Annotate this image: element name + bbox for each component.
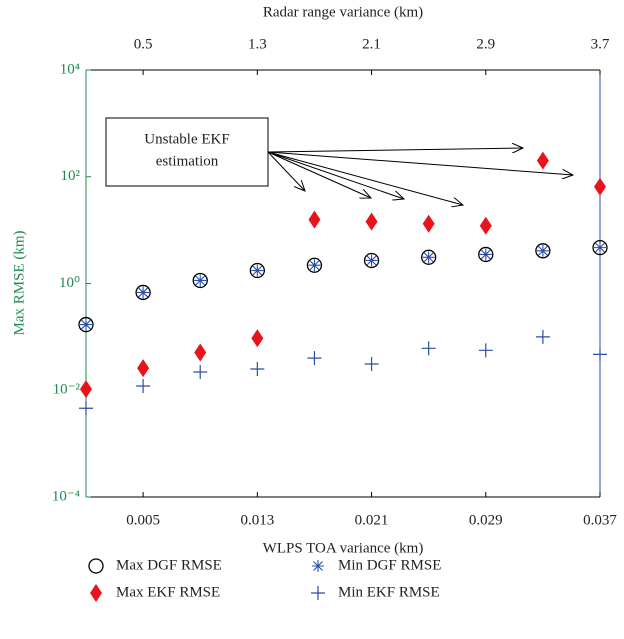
marker-plus [250,362,265,377]
marker-plus [478,343,493,358]
annotation-text: Unstable EKF [144,131,229,147]
arrow [267,151,404,199]
marker-diamond [479,216,492,235]
marker-star [479,248,492,261]
marker-star [422,251,435,264]
marker-plus [421,341,436,356]
y-tick-label: 10² [61,168,81,184]
marker-diamond [194,343,207,362]
x2-tick-label: 3.7 [591,36,610,52]
marker-circle [78,316,94,333]
marker-plus [136,379,151,394]
legend-label: Max DGF RMSE [116,557,222,573]
arrow [267,151,371,198]
marker-diamond [308,210,321,229]
y-tick-label: 10⁻⁴ [52,488,80,504]
x-axis-label: WLPS TOA variance (km) [263,540,424,556]
y-tick-label: 10⁻² [53,382,81,398]
marker-diamond [594,177,606,196]
marker-plus [79,401,93,416]
series [78,239,608,333]
marker-circle [535,243,551,259]
marker-diamond [80,380,92,399]
series [80,241,606,331]
marker-plus [311,586,325,600]
x-tick-label: 0.029 [469,512,503,528]
y-tick-label: 10⁴ [60,61,80,77]
x2-axis-label: Radar range variance (km) [263,4,423,20]
marker-circle [249,262,265,279]
marker-plus [364,357,379,372]
marker-star [80,318,92,331]
x2-tick-label: 2.1 [362,36,381,52]
marker-diamond [365,212,378,231]
marker-circle [421,249,437,265]
marker-circle [363,252,380,269]
annotation-box [105,117,269,187]
y-tick-label: 10⁰ [59,275,80,291]
marker-diamond [422,214,435,233]
marker-circle [192,272,208,289]
marker-star [594,241,606,254]
arrow [267,151,573,175]
marker-star [308,259,321,272]
marker-circle [306,257,323,273]
marker-star [312,560,324,572]
marker-star [137,286,150,299]
marker-circle [478,246,494,263]
arrow [267,151,463,205]
legend-label: Min EKF RMSE [338,584,440,600]
marker-diamond [251,329,264,348]
marker-circle [135,284,151,301]
marker-diamond [536,151,549,170]
y-axis-label: Max RMSE (km) [11,230,27,335]
x2-tick-label: 1.3 [248,36,267,52]
marker-circle [592,239,608,256]
marker-star [251,264,264,277]
marker-diamond [90,584,102,602]
x2-tick-label: 2.9 [476,36,495,52]
x-tick-label: 0.005 [126,512,160,528]
arrow [267,148,523,152]
marker-star [194,274,207,287]
annotation-arrows [267,148,573,205]
x-tick-label: 0.037 [583,512,617,528]
legend-label: Max EKF RMSE [116,584,220,600]
series [79,329,607,416]
marker-circle [88,558,104,574]
marker-plus [307,351,322,366]
series [80,151,606,399]
legend-label: Min DGF RMSE [338,557,441,573]
x-tick-label: 0.013 [240,512,274,528]
arrow [267,151,305,191]
x-tick-label: 0.021 [355,512,389,528]
marker-plus [193,364,208,379]
marker-diamond [137,359,150,378]
annotation-text: estimation [156,153,219,169]
marker-plus [593,347,607,362]
x2-tick-label: 0.5 [134,36,153,52]
marker-star [536,244,549,257]
marker-star [365,254,378,267]
marker-plus [535,329,550,344]
